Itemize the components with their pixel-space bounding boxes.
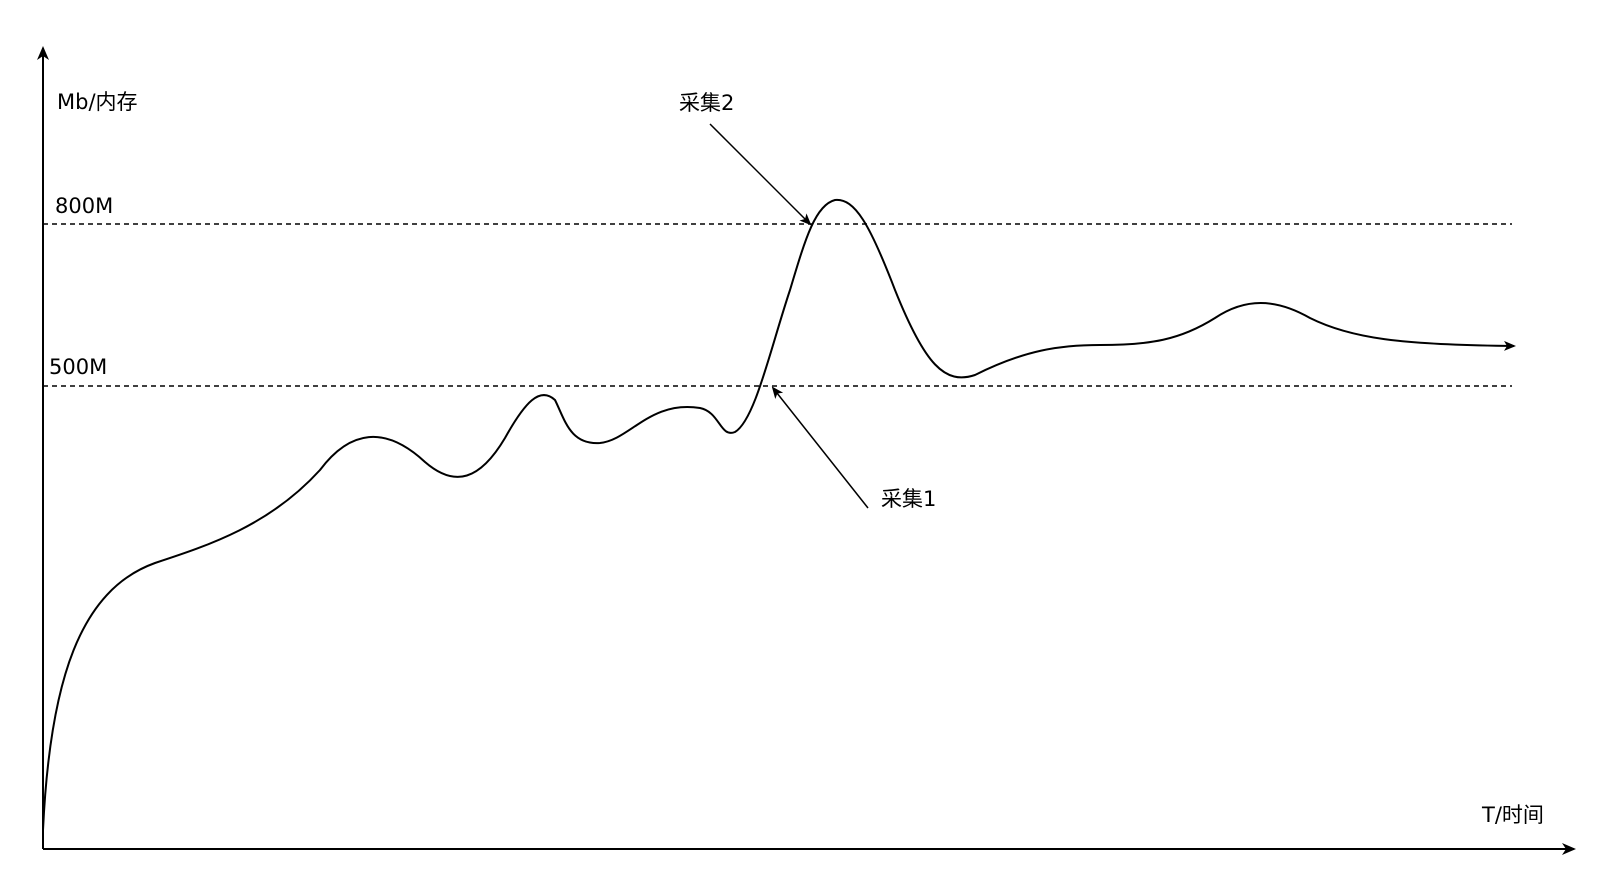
annotation-label-sample-1: 采集1 xyxy=(881,487,936,511)
threshold-label-800m: 800M xyxy=(55,194,113,218)
threshold-label-500m: 500M xyxy=(49,355,107,379)
y-axis-label: Mb/内存 xyxy=(57,90,138,114)
annotation-label-sample-2: 采集2 xyxy=(679,91,734,115)
x-axis-label: T/时间 xyxy=(1481,803,1544,827)
annotation-arrow-sample-2 xyxy=(709,123,812,226)
memory-curve xyxy=(42,198,1516,831)
annotation-arrow-sample-1 xyxy=(771,386,869,509)
